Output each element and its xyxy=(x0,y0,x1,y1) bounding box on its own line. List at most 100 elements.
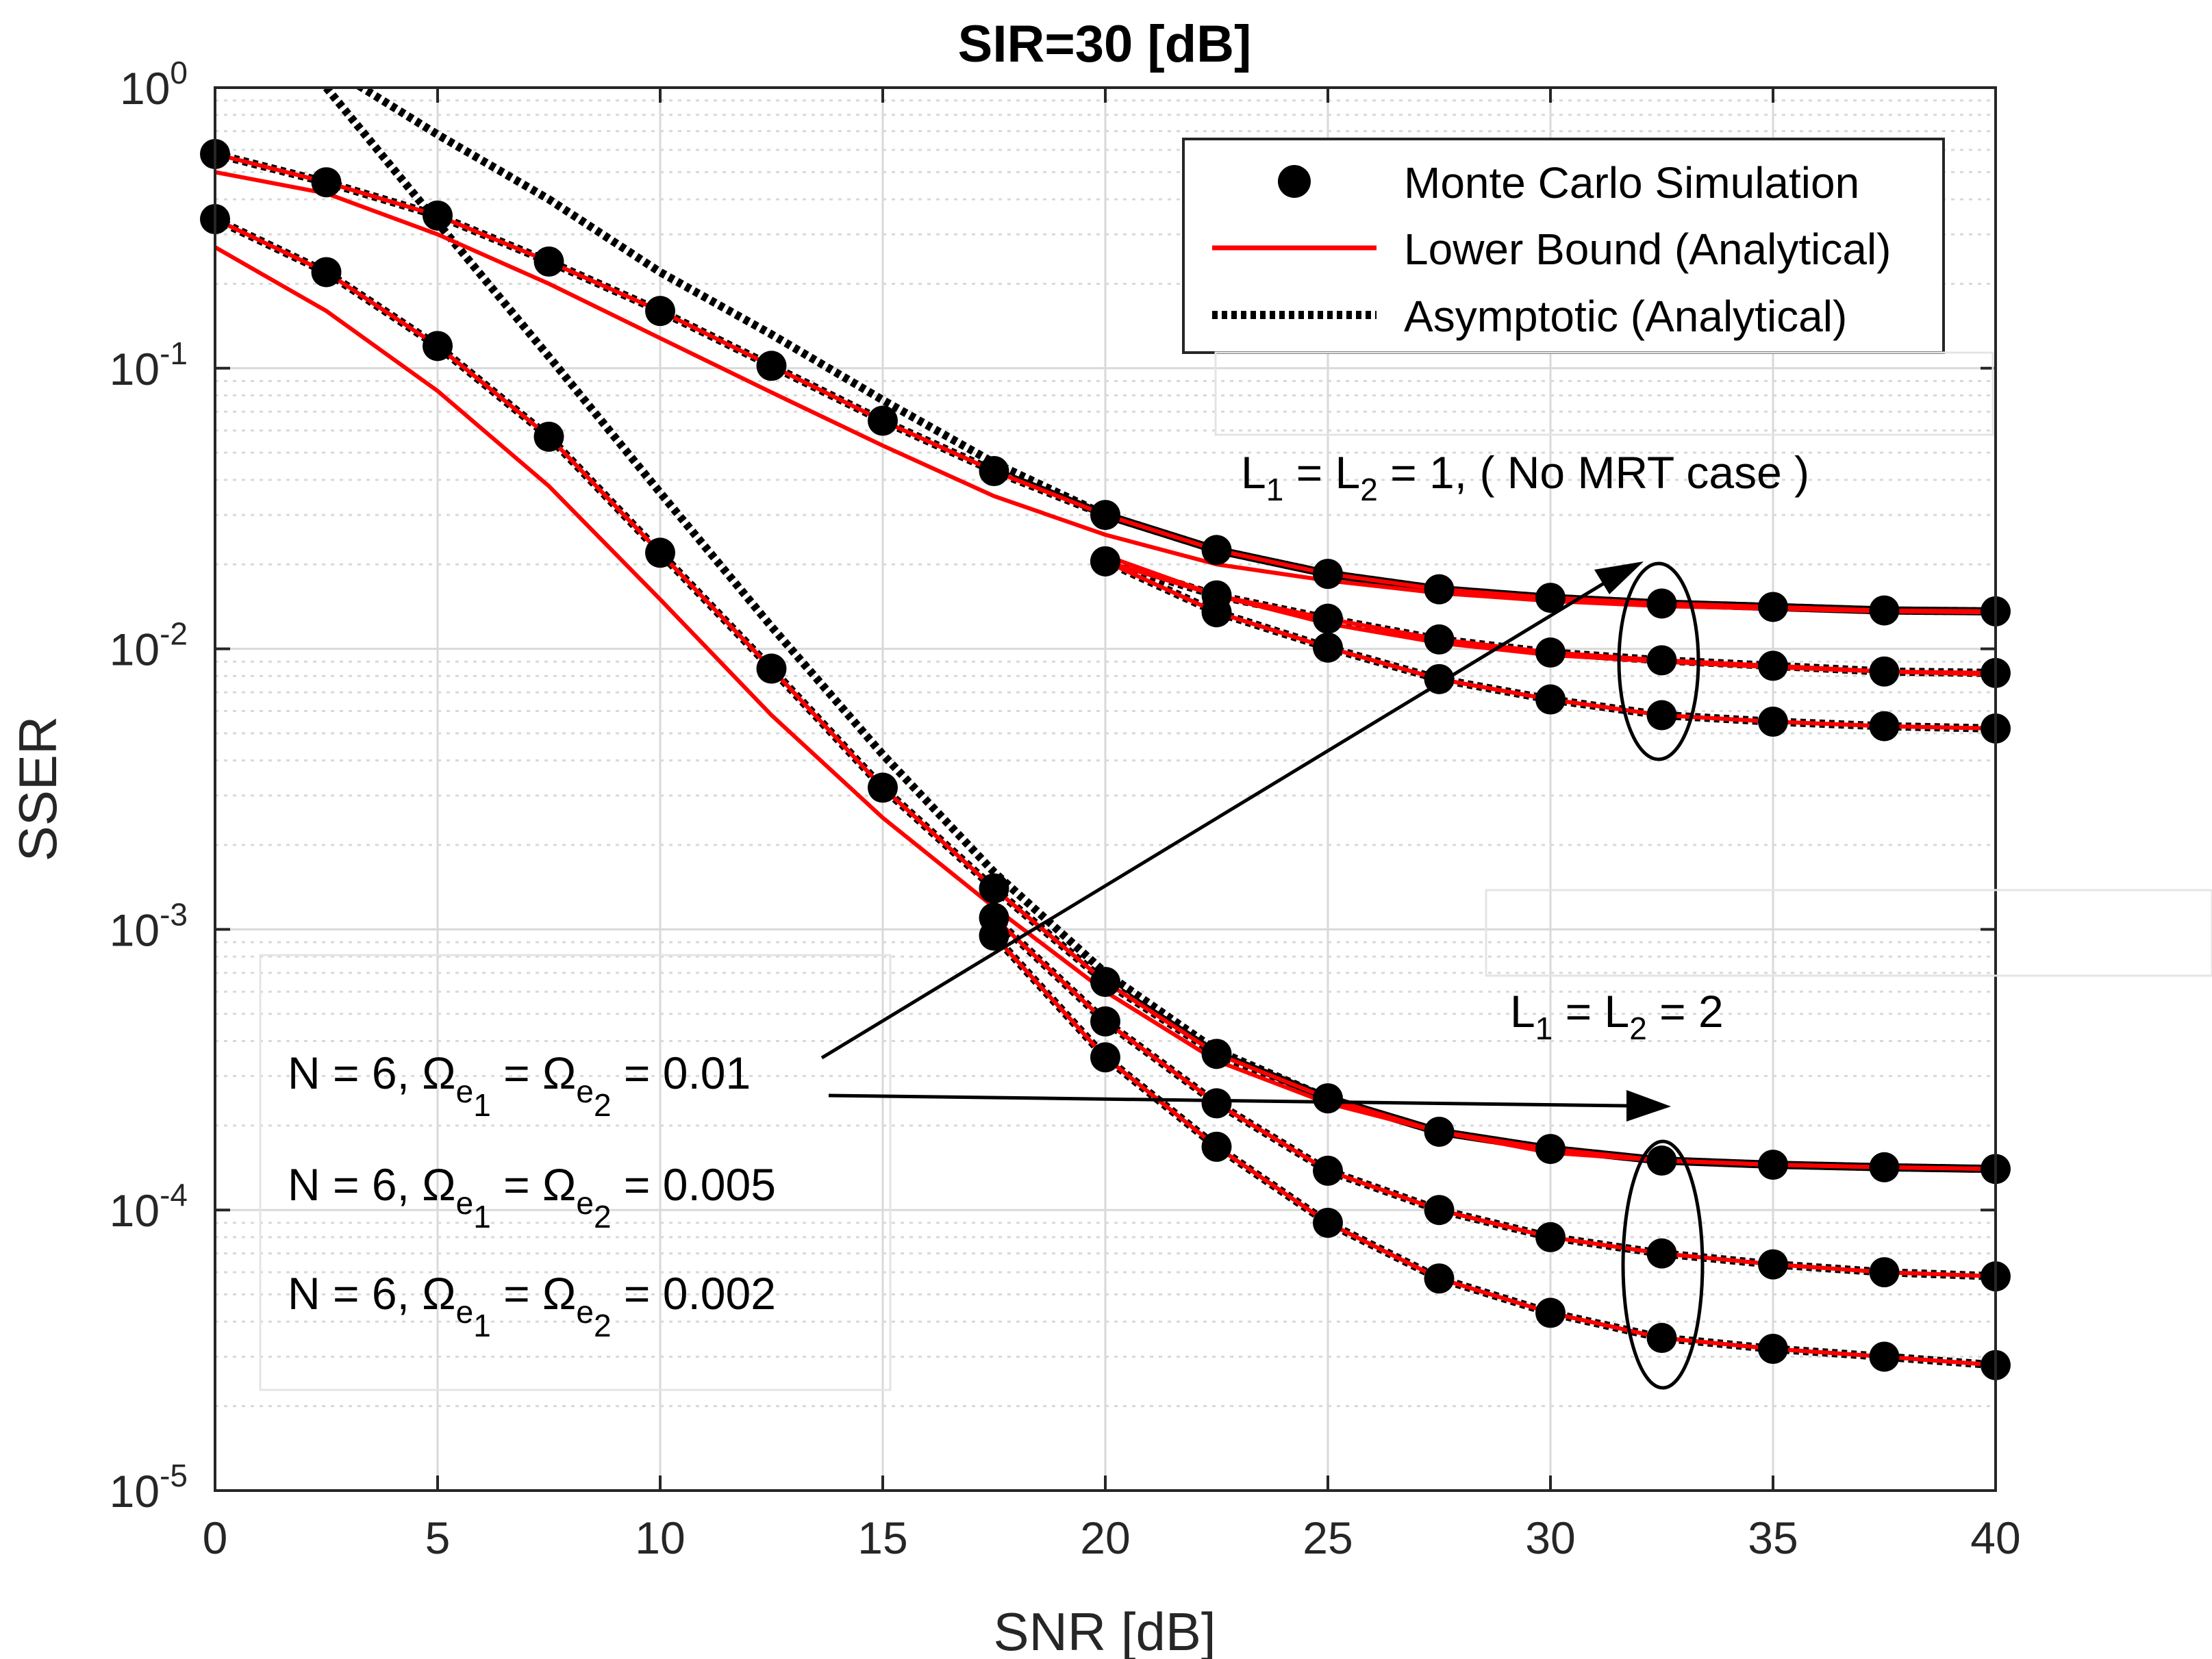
y-tick-label: 100 xyxy=(120,55,188,114)
sim-marker xyxy=(979,456,1009,487)
y-axis-ticks: 100 10-1 10-2 10-3 10-4 10-5 xyxy=(110,55,1996,1517)
y-tick-label: 10-1 xyxy=(110,335,188,394)
arrow-head-bottom xyxy=(1626,1090,1671,1122)
annotation-box-params xyxy=(259,954,892,1391)
lower-bound-line xyxy=(992,916,1996,1279)
sim-marker xyxy=(1646,588,1677,619)
sim-marker xyxy=(1869,1152,1900,1182)
sim-marker xyxy=(1201,1131,1232,1162)
sim-marker xyxy=(1090,967,1120,998)
sim-marker xyxy=(1758,1150,1788,1180)
param-line-3: N = 6, Ωe1 = Ωe2 = 0.002 xyxy=(288,1268,776,1343)
sim-marker xyxy=(533,246,564,277)
sim-marker xyxy=(1313,1083,1343,1114)
sim-marker xyxy=(1201,535,1232,566)
sim-marker xyxy=(1090,1042,1120,1073)
series-markers xyxy=(200,138,2011,1380)
sim-marker xyxy=(1313,559,1343,590)
sim-marker xyxy=(1758,592,1788,622)
sim-marker xyxy=(1424,1116,1455,1147)
sim-marker xyxy=(311,167,342,198)
lower-bound-line xyxy=(992,934,1996,1367)
sim-marker xyxy=(423,200,453,231)
legend-marker-sim xyxy=(1278,165,1311,198)
y-tick-label: 10-5 xyxy=(110,1458,188,1517)
y-tick-label: 10-4 xyxy=(110,1177,188,1236)
sim-marker xyxy=(1424,1195,1455,1226)
sim-marker xyxy=(645,296,675,327)
legend: Monte Carlo Simulation Lower Bound (Anal… xyxy=(1182,138,1945,354)
sim-marker xyxy=(1646,1145,1677,1176)
x-tick-label: 0 xyxy=(203,1512,228,1563)
sim-marker xyxy=(1535,1221,1566,1252)
sim-marker xyxy=(1758,1333,1788,1364)
y-tick-label: 10-2 xyxy=(110,616,188,675)
x-tick-label: 20 xyxy=(1080,1512,1130,1563)
sim-marker xyxy=(1201,1039,1232,1069)
chart-title: SIR=30 [dB] xyxy=(958,15,1252,73)
x-tick-label: 40 xyxy=(1970,1512,2020,1563)
sim-marker xyxy=(1646,700,1677,731)
sim-marker xyxy=(1646,645,1677,676)
sim-marker xyxy=(1535,1134,1566,1165)
sim-marker xyxy=(645,537,675,568)
annotation-box-bottom xyxy=(1485,889,2212,977)
sim-marker xyxy=(1090,546,1120,577)
sim-marker xyxy=(868,405,898,436)
sim-marker xyxy=(868,772,898,803)
y-tick-label: 10-3 xyxy=(110,896,188,955)
sim-marker xyxy=(1313,603,1343,634)
x-axis-ticks: 0 5 10 15 20 25 30 35 40 xyxy=(203,88,2021,1563)
sim-marker xyxy=(1646,1238,1677,1269)
sim-marker xyxy=(1869,1257,1900,1288)
lower-bound-line xyxy=(215,170,1996,615)
sim-marker xyxy=(1090,500,1120,531)
sim-marker xyxy=(979,873,1009,904)
sim-marker xyxy=(756,351,787,381)
sim-marker xyxy=(1535,583,1566,613)
legend-entry-monte-carlo: Monte Carlo Simulation xyxy=(1404,158,1859,207)
x-tick-label: 30 xyxy=(1525,1512,1575,1563)
sim-marker xyxy=(1646,1323,1677,1354)
sim-marker xyxy=(1758,650,1788,681)
sim-marker xyxy=(533,421,564,452)
sim-marker xyxy=(311,257,342,288)
sim-marker xyxy=(1424,624,1455,655)
x-tick-label: 15 xyxy=(857,1512,907,1563)
sim-marker xyxy=(1313,1155,1343,1186)
sim-marker xyxy=(423,331,453,362)
ellipse-group-bottom xyxy=(1621,1139,1705,1390)
sim-marker xyxy=(1313,632,1343,663)
sim-marker xyxy=(1201,597,1232,628)
x-tick-label: 10 xyxy=(635,1512,685,1563)
asymptotic-line xyxy=(354,88,1996,616)
param-line-2: N = 6, Ωe1 = Ωe2 = 0.005 xyxy=(288,1159,776,1234)
sim-marker xyxy=(1090,1006,1120,1037)
sim-marker xyxy=(1201,1088,1232,1119)
sim-marker xyxy=(756,653,787,684)
legend-entry-lower-bound: Lower Bound (Analytical) xyxy=(1404,225,1891,274)
sim-marker xyxy=(1869,711,1900,742)
sim-marker xyxy=(979,920,1009,951)
y-axis-label: SSER xyxy=(8,716,68,861)
sim-marker xyxy=(1535,637,1566,668)
arrow-line-top xyxy=(820,572,1621,1060)
sim-marker xyxy=(1535,1297,1566,1328)
sim-marker xyxy=(1869,1341,1900,1372)
x-tick-label: 25 xyxy=(1303,1512,1353,1563)
legend-entry-asymptotic: Asymptotic (Analytical) xyxy=(1404,292,1847,341)
arrow-head-top xyxy=(1594,561,1644,594)
sim-marker xyxy=(1758,1249,1788,1280)
sim-marker xyxy=(1869,656,1900,687)
annotation-box-top xyxy=(1214,351,1994,436)
sim-marker xyxy=(1424,574,1455,605)
param-line-1: N = 6, Ωe1 = Ωe2 = 0.01 xyxy=(288,1048,751,1123)
sim-marker xyxy=(1869,595,1900,626)
ellipse-group-top xyxy=(1617,561,1700,761)
sim-marker xyxy=(1535,684,1566,715)
sim-marker xyxy=(1313,1207,1343,1238)
arrow-line-bottom xyxy=(828,1093,1627,1108)
x-axis-label: SNR [dB] xyxy=(993,1601,1216,1659)
annotation-arrows xyxy=(820,561,1705,1390)
